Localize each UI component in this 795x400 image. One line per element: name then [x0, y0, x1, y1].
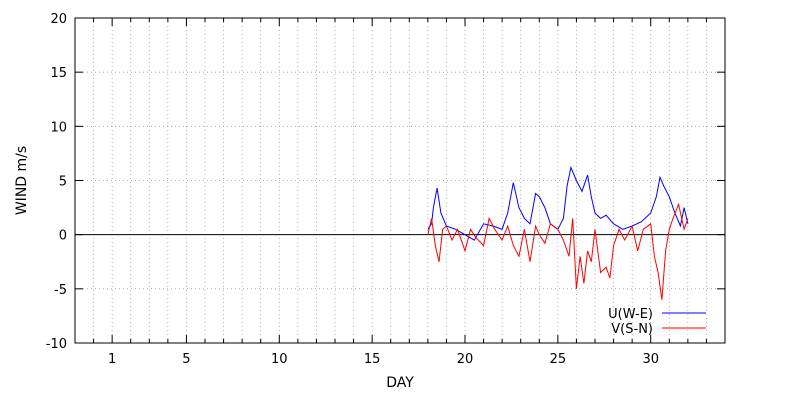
- y-tick-label: -10: [46, 337, 67, 352]
- y-tick-label: -5: [54, 283, 67, 298]
- legend-label-u: U(W-E): [608, 307, 653, 322]
- ticks: [75, 17, 725, 344]
- x-tick-label: 10: [271, 352, 288, 367]
- y-tick-label: 15: [50, 66, 67, 81]
- x-tick-label: 5: [182, 352, 190, 367]
- x-tick-label: 15: [364, 352, 381, 367]
- legend: U(W-E) V(S-N): [608, 307, 706, 337]
- legend-label-v: V(S-N): [611, 322, 653, 337]
- series-line-u: [427, 165, 689, 241]
- y-tick-label: 10: [50, 120, 67, 135]
- y-tick-label: 0: [59, 229, 67, 244]
- series-group: [427, 165, 689, 300]
- x-axis-label: DAY: [386, 375, 414, 391]
- grid: [75, 18, 725, 343]
- y-tick-label: 5: [59, 175, 67, 190]
- y-axis-label: WIND m/s: [14, 146, 30, 215]
- x-tick-label: 1: [108, 352, 116, 367]
- x-tick-label: 30: [642, 352, 659, 367]
- y-tick-label: 20: [50, 12, 67, 27]
- x-tick-label: 25: [550, 352, 567, 367]
- series-line-v: [427, 202, 689, 300]
- x-tick-label: 20: [457, 352, 474, 367]
